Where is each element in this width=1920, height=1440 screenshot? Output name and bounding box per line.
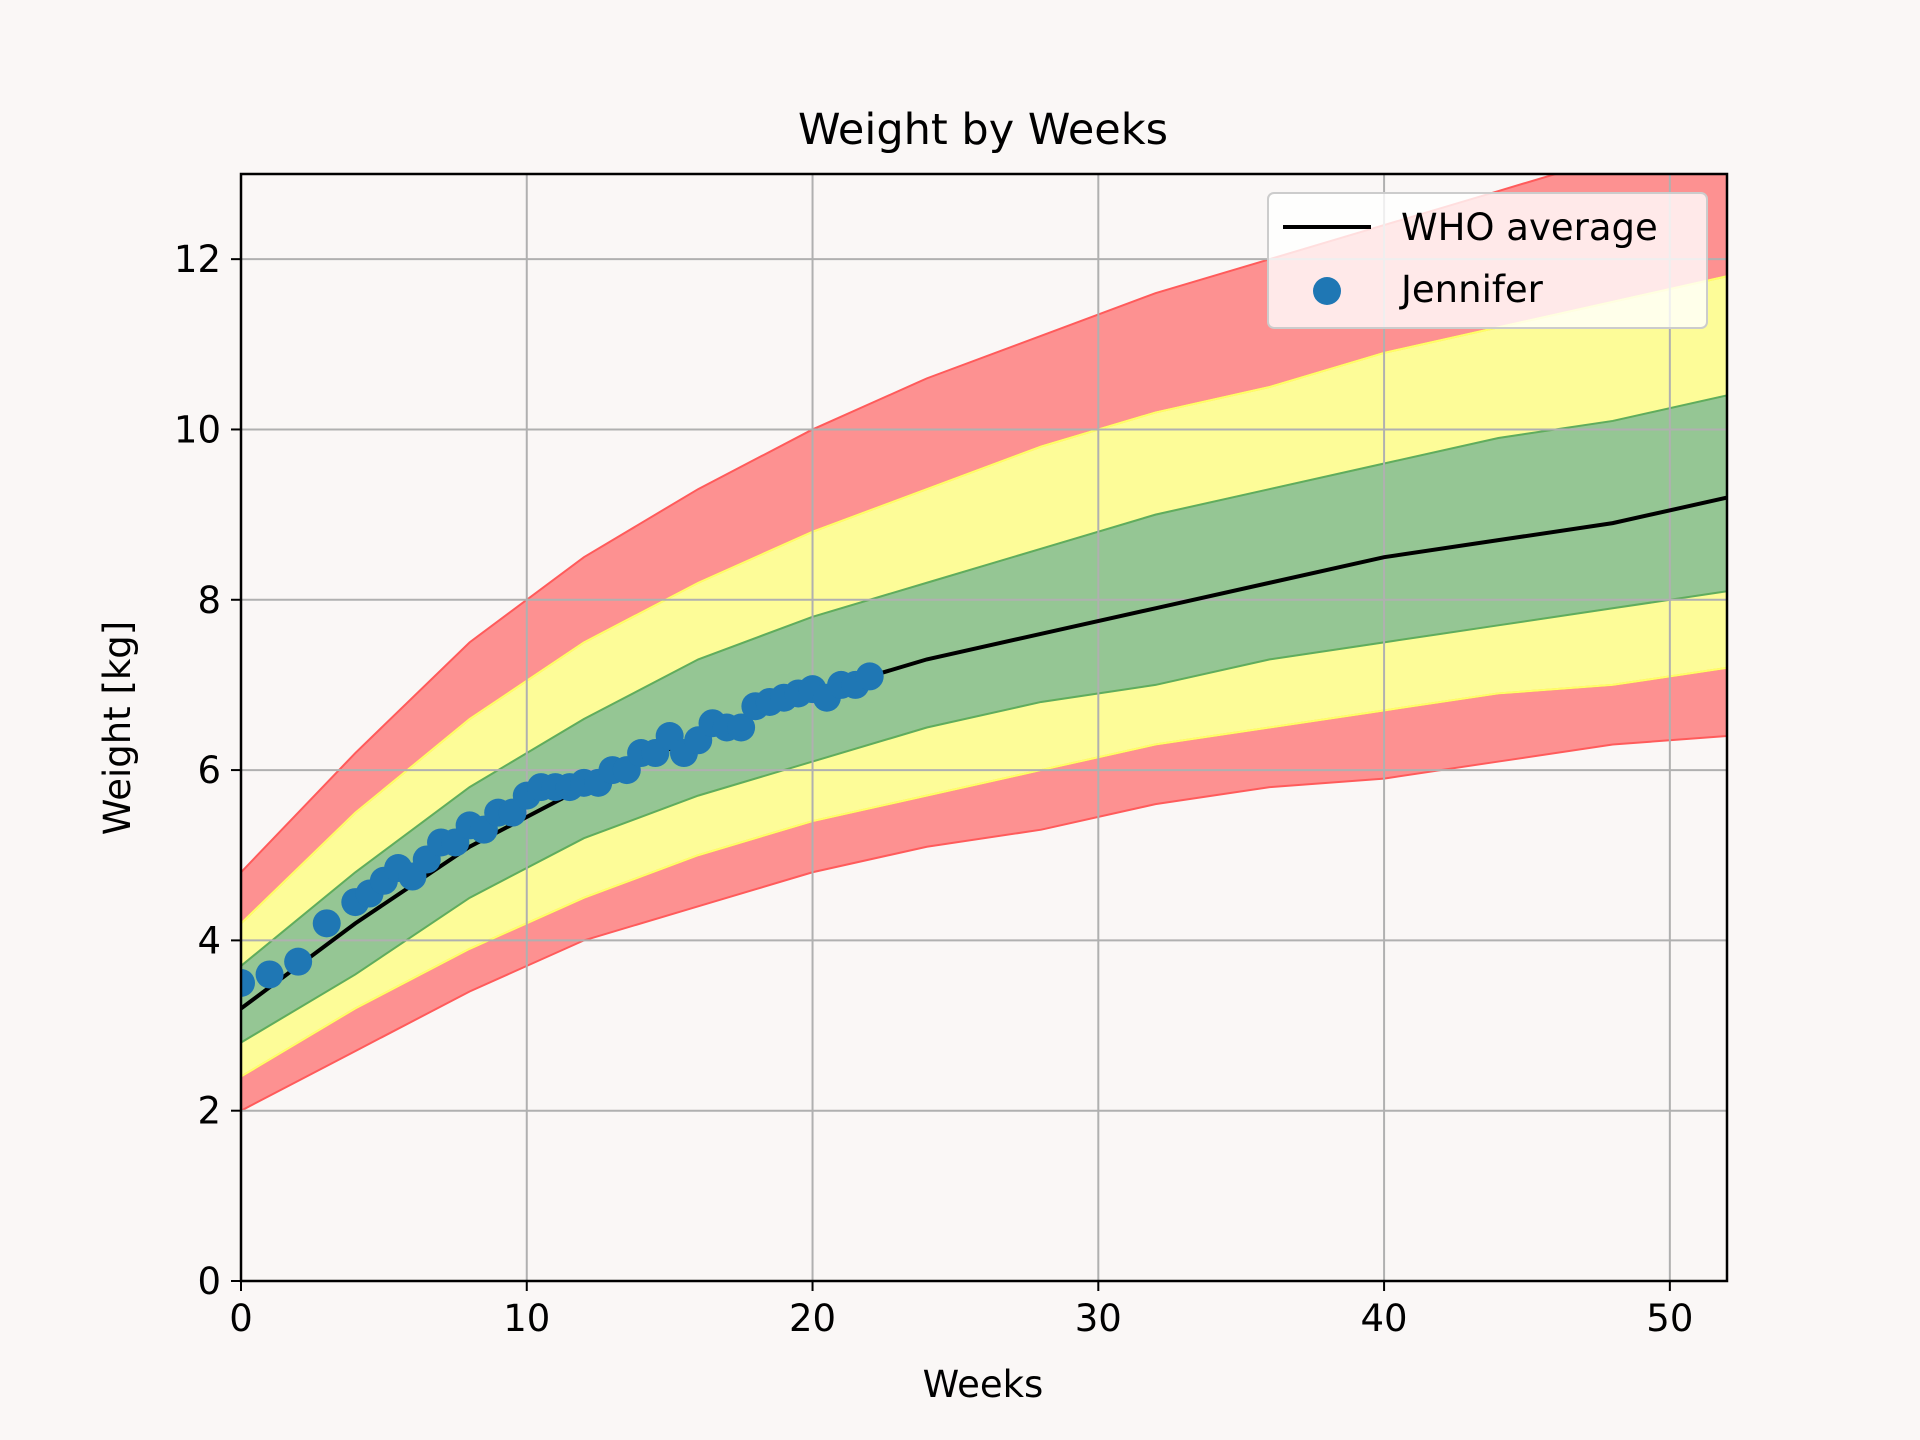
y-tick-label: 4 bbox=[197, 919, 221, 962]
jennifer-point bbox=[255, 960, 284, 989]
x-axis-label: Weeks bbox=[923, 1363, 1044, 1406]
series-layer bbox=[241, 495, 1727, 1011]
y-tick-label: 10 bbox=[174, 408, 221, 451]
plot-area bbox=[241, 174, 1727, 1281]
legend: WHO average Jennifer bbox=[1267, 192, 1708, 329]
x-tick-label: 10 bbox=[503, 1297, 550, 1340]
plot-frame bbox=[239, 172, 1729, 1283]
x-tick-label: 50 bbox=[1646, 1297, 1693, 1340]
legend-average-label: WHO average bbox=[1401, 206, 1658, 249]
band-green bbox=[241, 394, 1727, 1044]
jennifer-point bbox=[312, 909, 341, 938]
y-tick-label: 0 bbox=[197, 1260, 221, 1303]
y-tick-label: 8 bbox=[197, 579, 221, 622]
y-tick-label: 6 bbox=[197, 749, 221, 792]
x-axis-ticks: 0 10 20 30 40 50 bbox=[229, 1281, 1693, 1340]
jennifer-point bbox=[855, 662, 884, 691]
jennifer-point bbox=[241, 968, 255, 997]
grid bbox=[241, 174, 1727, 1281]
y-axis-ticks: 0 2 4 6 8 10 12 bbox=[174, 238, 241, 1303]
jennifer-point bbox=[284, 947, 313, 976]
x-tick-label: 40 bbox=[1361, 1297, 1408, 1340]
x-tick-label: 30 bbox=[1075, 1297, 1122, 1340]
x-tick-label: 20 bbox=[789, 1297, 836, 1340]
legend-jennifer-label: Jennifer bbox=[1399, 268, 1544, 311]
chart-title: Weight by Weeks bbox=[798, 105, 1168, 155]
x-tick-label: 0 bbox=[229, 1297, 253, 1340]
legend-box bbox=[1267, 192, 1708, 329]
y-axis-label: Weight [kg] bbox=[96, 621, 139, 835]
y-tick-label: 12 bbox=[174, 238, 221, 281]
y-tick-label: 2 bbox=[197, 1090, 221, 1133]
legend-jennifer-swatch bbox=[1313, 277, 1341, 305]
jennifer-point bbox=[727, 713, 756, 742]
percentile-bands bbox=[241, 174, 1727, 1112]
